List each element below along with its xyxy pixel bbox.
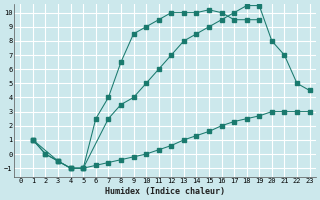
X-axis label: Humidex (Indice chaleur): Humidex (Indice chaleur) <box>105 187 225 196</box>
